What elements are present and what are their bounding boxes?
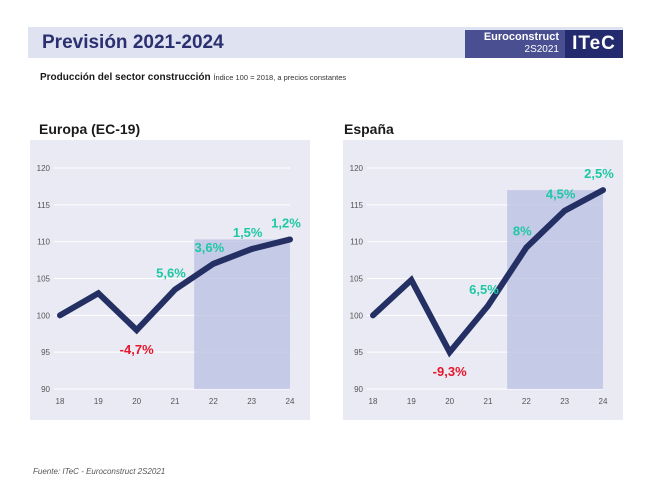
data-label: -9,3% — [433, 364, 467, 379]
y-tick-label: 120 — [37, 164, 51, 173]
x-tick-label: 24 — [599, 397, 608, 406]
x-tick-label: 20 — [132, 397, 141, 406]
brand-block: Euroconstruct 2S2021 — [465, 30, 565, 58]
chart-title-espana: España — [344, 121, 394, 137]
y-tick-label: 110 — [350, 238, 363, 247]
source-note: Fuente: ITeC - Euroconstruct 2S2021 — [33, 467, 166, 476]
y-tick-label: 115 — [350, 201, 363, 210]
x-tick-label: 19 — [94, 397, 103, 406]
data-label: 8% — [513, 224, 532, 239]
x-tick-label: 23 — [247, 397, 256, 406]
x-tick-label: 22 — [522, 397, 531, 406]
chart-espana-svg: 90 95 100 105 110 115 120 18 19 20 21 22 23 24 -9,3% 6,… — [343, 140, 623, 420]
brand-edition: 2S2021 — [524, 44, 559, 55]
x-tick-label: 22 — [209, 397, 218, 406]
chart-subtitle: Producción del sector construcción Índic… — [40, 72, 346, 83]
data-point — [486, 303, 490, 308]
y-tick-label: 115 — [37, 201, 50, 210]
data-point — [601, 188, 605, 193]
data-label: 4,5% — [546, 187, 576, 202]
data-point — [96, 291, 101, 296]
y-tick-label: 95 — [354, 348, 363, 357]
data-point — [211, 261, 216, 266]
x-tick-label: 21 — [484, 397, 493, 406]
data-point — [371, 313, 375, 318]
x-tick-label: 19 — [407, 397, 416, 406]
data-point — [173, 287, 177, 292]
data-point — [134, 328, 139, 333]
data-point — [288, 237, 292, 242]
data-label: 5,6% — [156, 266, 186, 281]
x-tick-label: 21 — [171, 397, 180, 406]
data-point — [249, 247, 254, 252]
x-tick-label: 24 — [286, 397, 295, 406]
x-tick-label: 23 — [560, 397, 569, 406]
itec-logo: ITeC — [565, 30, 623, 58]
subtitle-main: Producción del sector construcción — [40, 72, 211, 83]
data-point — [524, 245, 529, 250]
data-label: 1,5% — [233, 225, 263, 240]
data-label: 6,5% — [469, 282, 499, 297]
y-tick-label: 90 — [41, 385, 50, 394]
data-label: 3,6% — [195, 240, 225, 255]
chart-europa-svg: 90 95 100 105 110 115 120 18 19 20 21 22 23 24 -4,7% 5,… — [30, 140, 310, 420]
data-point — [409, 277, 414, 282]
chart-espana: 90 95 100 105 110 115 120 18 19 20 21 22 23 24 -9,3% 6,… — [343, 140, 623, 420]
y-tick-label: 120 — [350, 164, 364, 173]
subtitle-note: Índice 100 = 2018, a precios constantes — [213, 73, 347, 82]
y-tick-label: 100 — [350, 311, 364, 320]
brand-name: Euroconstruct — [483, 31, 559, 43]
data-label: -4,7% — [120, 342, 154, 357]
data-point — [562, 208, 567, 213]
data-label: 2,5% — [584, 166, 614, 181]
x-tick-label: 18 — [369, 397, 378, 406]
data-label: 1,2% — [271, 215, 301, 230]
data-point — [58, 313, 62, 318]
y-tick-label: 105 — [37, 275, 51, 284]
x-tick-label: 18 — [56, 397, 65, 406]
page-title: Previsión 2021-2024 — [42, 32, 224, 53]
chart-europa: 90 95 100 105 110 115 120 18 19 20 21 22 23 24 -4,7% 5,… — [30, 140, 310, 420]
y-tick-label: 90 — [354, 385, 363, 394]
y-tick-label: 110 — [37, 238, 50, 247]
x-tick-label: 20 — [445, 397, 454, 406]
y-tick-label: 95 — [41, 348, 50, 357]
chart-title-europa: Europa (EC-19) — [39, 121, 141, 137]
forecast-band — [194, 239, 290, 389]
y-tick-label: 100 — [37, 311, 51, 320]
data-point — [447, 350, 452, 355]
y-tick-label: 105 — [350, 275, 364, 284]
